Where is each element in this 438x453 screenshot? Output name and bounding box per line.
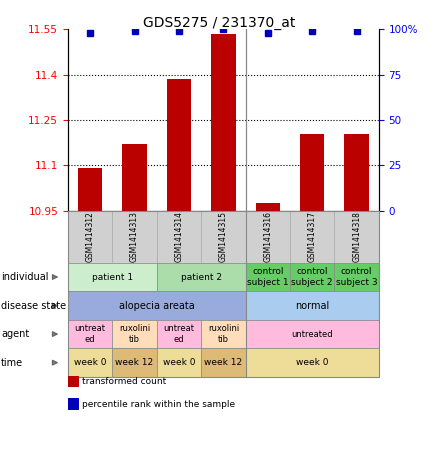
Text: ruxolini
tib: ruxolini tib	[208, 324, 239, 344]
Text: control
subject 3: control subject 3	[336, 267, 378, 287]
Text: GSM1414316: GSM1414316	[263, 211, 272, 262]
Text: agent: agent	[1, 329, 29, 339]
Bar	[211, 34, 236, 211]
Text: GSM1414314: GSM1414314	[174, 211, 184, 262]
Text: time: time	[1, 357, 23, 368]
Bar	[256, 203, 280, 211]
Text: patient 2: patient 2	[180, 273, 222, 281]
Text: untreat
ed: untreat ed	[163, 324, 194, 344]
Text: normal: normal	[295, 300, 329, 311]
Text: untreat
ed: untreat ed	[74, 324, 106, 344]
Text: ruxolini
tib: ruxolini tib	[119, 324, 150, 344]
Text: week 12: week 12	[116, 358, 154, 367]
Text: untreated: untreated	[291, 330, 333, 338]
Text: patient 1: patient 1	[92, 273, 133, 281]
Bar	[122, 144, 147, 211]
Bar	[167, 79, 191, 211]
Text: control
subject 1: control subject 1	[247, 267, 289, 287]
Text: GSM1414318: GSM1414318	[352, 211, 361, 262]
Text: percentile rank within the sample: percentile rank within the sample	[82, 400, 235, 409]
Text: control
subject 2: control subject 2	[291, 267, 333, 287]
Bar	[344, 134, 369, 211]
Text: individual: individual	[1, 272, 48, 282]
Text: week 0: week 0	[74, 358, 106, 367]
Text: transformed count: transformed count	[82, 377, 166, 386]
Text: week 0: week 0	[162, 358, 195, 367]
Bar	[78, 169, 102, 211]
Text: week 12: week 12	[204, 358, 243, 367]
Text: GDS5275 / 231370_at: GDS5275 / 231370_at	[143, 16, 295, 30]
Text: disease state: disease state	[1, 300, 66, 311]
Text: week 0: week 0	[296, 358, 328, 367]
Text: GSM1414312: GSM1414312	[85, 211, 95, 262]
Text: GSM1414313: GSM1414313	[130, 211, 139, 262]
Bar	[300, 134, 325, 211]
Text: GSM1414315: GSM1414315	[219, 211, 228, 262]
Text: GSM1414317: GSM1414317	[308, 211, 317, 262]
Text: alopecia areata: alopecia areata	[119, 300, 194, 311]
